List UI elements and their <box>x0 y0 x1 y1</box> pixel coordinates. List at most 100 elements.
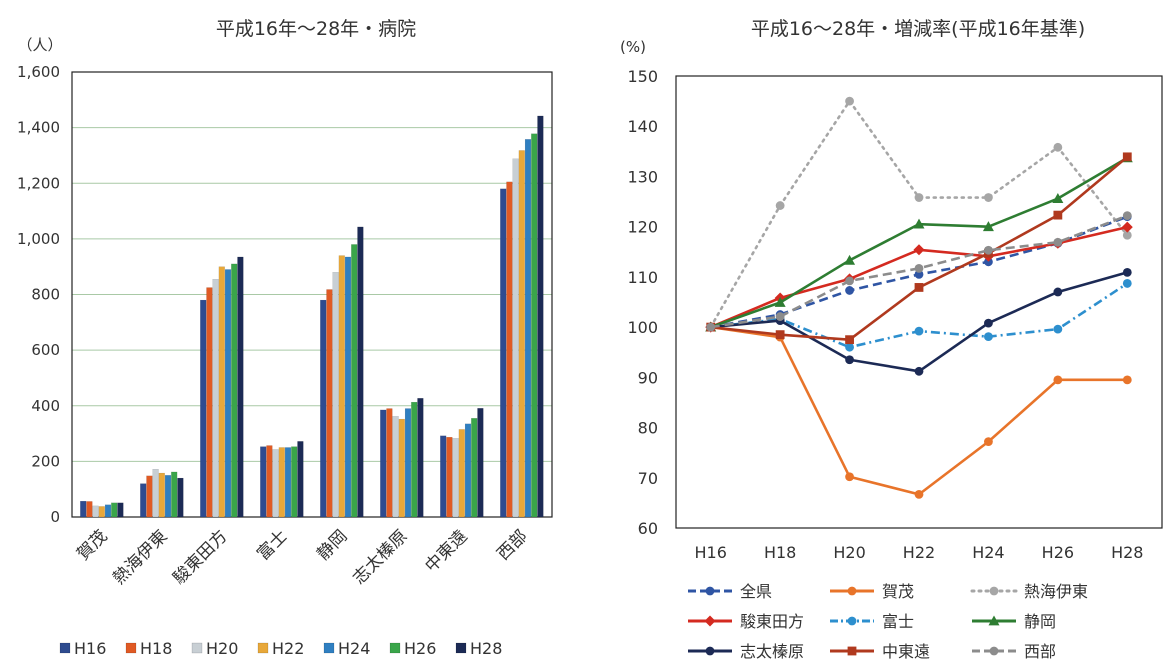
line-point-全県 <box>845 286 854 295</box>
bar-H26-西部 <box>531 133 538 518</box>
line-point-西部 <box>845 276 854 286</box>
bar-H26-静岡 <box>351 244 358 518</box>
bar-H18-駿東田方 <box>206 287 213 518</box>
bar-H24-中東遠 <box>464 423 472 518</box>
line-point-静岡 <box>913 218 925 229</box>
line-point-熱海伊東 <box>914 193 924 202</box>
line-point-熱海伊東 <box>1053 142 1063 152</box>
bar-H28-西部 <box>537 115 544 518</box>
bar-H20-西部 <box>512 158 519 518</box>
bar-H20-賀茂 <box>92 505 99 518</box>
bar-legend-label: H24 <box>338 639 370 658</box>
bar-legend-label: H18 <box>140 639 172 658</box>
line-x-tick-label: H16 <box>695 543 727 562</box>
bar-y-tick-label: 1,400 <box>17 119 60 137</box>
line-legend-marker <box>847 616 857 626</box>
bar-H28-富士 <box>297 441 304 518</box>
line-x-tick-label: H28 <box>1111 543 1143 562</box>
bar-x-tick-label: 熱海伊東 <box>109 526 171 588</box>
line-chart-y-unit: (%) <box>620 38 646 56</box>
line-y-tick-label: 110 <box>627 268 658 287</box>
bar-H22-志太榛原 <box>398 418 405 518</box>
bar-H22-中東遠 <box>458 429 465 518</box>
bar-x-tick-label: 中東遠 <box>421 526 471 576</box>
line-legend-marker <box>989 586 999 596</box>
line-point-志太榛原 <box>984 318 993 328</box>
line-legend-label: 全県 <box>740 582 772 601</box>
bar-legend-swatch <box>389 642 401 654</box>
line-x-tick-label: H24 <box>972 543 1004 562</box>
line-x-tick-label: H26 <box>1042 543 1074 562</box>
bar-y-tick-label: 0 <box>50 508 60 526</box>
line-y-tick-label: 120 <box>627 218 658 237</box>
bar-H28-志太榛原 <box>417 398 424 518</box>
bar-H18-中東遠 <box>446 437 453 518</box>
line-y-tick-label: 60 <box>638 519 658 538</box>
bar-H22-西部 <box>518 150 525 518</box>
line-point-西部 <box>775 312 785 321</box>
bar-H24-駿東田方 <box>224 269 232 518</box>
bar-chart-y-unit: （人） <box>17 36 62 54</box>
line-y-tick-label: 70 <box>638 469 658 488</box>
bar-H20-志太榛原 <box>392 416 399 518</box>
line-point-静岡 <box>844 254 856 265</box>
line-y-tick-label: 150 <box>627 67 658 86</box>
bar-H28-熱海伊東 <box>177 477 184 518</box>
line-point-静岡 <box>774 297 786 307</box>
line-point-賀茂 <box>1053 375 1063 385</box>
bar-legend-label: H22 <box>272 639 304 658</box>
bar-H18-熱海伊東 <box>146 475 153 518</box>
line-chart-title: 平成16～28年・増減率(平成16年基準) <box>751 18 1085 40</box>
line-point-富士 <box>1053 324 1063 334</box>
bar-legend-swatch <box>59 642 71 654</box>
line-legend-marker <box>847 646 857 656</box>
line-point-富士 <box>845 342 854 352</box>
line-point-全県 <box>914 269 924 279</box>
bar-H24-志太榛原 <box>404 408 412 518</box>
bar-H16-賀茂 <box>80 500 87 518</box>
bar-H16-志太榛原 <box>380 409 387 518</box>
line-legend-label: 志太榛原 <box>740 642 804 661</box>
bar-H26-中東遠 <box>471 418 478 518</box>
line-legend-marker <box>988 615 1000 626</box>
line-legend-label: 駿東田方 <box>740 612 804 631</box>
bar-H26-駿東田方 <box>231 263 238 518</box>
bar-H18-静岡 <box>326 289 333 518</box>
line-point-西部 <box>984 245 993 255</box>
bar-H16-富士 <box>260 446 267 518</box>
line-legend-marker <box>705 646 715 656</box>
bar-chart-title: 平成16年～28年・病院 <box>216 18 416 40</box>
line-y-tick-label: 80 <box>638 419 658 438</box>
line-point-熱海伊東 <box>845 96 854 106</box>
line-point-賀茂 <box>984 437 993 447</box>
line-point-西部 <box>914 263 924 273</box>
line-y-tick-label: 100 <box>627 318 658 337</box>
bar-H28-静岡 <box>357 226 364 518</box>
bar-y-tick-label: 400 <box>31 397 60 415</box>
bar-H16-熱海伊東 <box>140 483 147 518</box>
line-legend-marker <box>989 646 999 656</box>
line-chart: 60 70 80 90 100 110 120 130 140 150 H16 H18 H20 H22 H2… <box>627 67 1163 562</box>
bar-H16-中東遠 <box>440 435 447 518</box>
bar-legend-swatch <box>191 642 203 654</box>
line-point-静岡 <box>982 221 994 232</box>
bar-legend-label: H16 <box>74 639 106 658</box>
line-x-tick-label: H20 <box>833 543 865 562</box>
line-point-志太榛原 <box>914 366 924 376</box>
line-legend-label: 中東遠 <box>882 642 930 661</box>
line-y-tick-label: 90 <box>638 368 658 387</box>
line-point-中東遠 <box>1122 152 1132 162</box>
line-series-熱海伊東 <box>709 99 1129 329</box>
bar-y-tick-label: 1,600 <box>17 63 60 81</box>
line-point-賀茂 <box>845 472 854 482</box>
line-legend-marker <box>847 586 857 596</box>
line-point-富士 <box>984 332 993 342</box>
bar-H22-富士 <box>278 447 285 518</box>
bar-H18-西部 <box>506 181 513 518</box>
bar-H24-西部 <box>524 139 532 518</box>
bar-legend-swatch <box>125 642 137 654</box>
line-point-賀茂 <box>1122 375 1132 385</box>
line-point-西部 <box>1053 237 1063 247</box>
line-point-中東遠 <box>775 330 785 340</box>
